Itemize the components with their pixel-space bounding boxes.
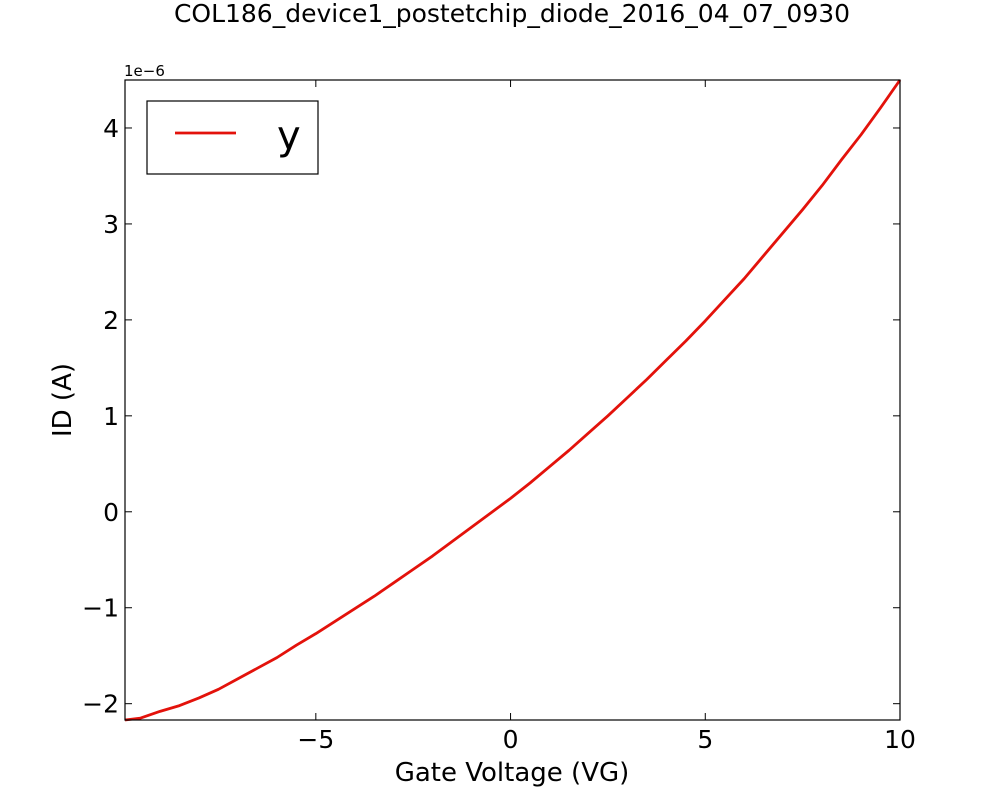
x-tick-label: −5 [297, 725, 334, 754]
y-offset-label: 1e−6 [124, 62, 165, 80]
y-tick-label: 2 [103, 306, 119, 335]
y-tick-label: 3 [103, 210, 119, 239]
legend-box [146, 100, 319, 175]
y-tick-label: 1 [103, 402, 119, 431]
y-tick-label: 0 [103, 498, 119, 527]
chart-title: COL186_device1_postetchip_diode_2016_04_… [174, 0, 850, 28]
y-tick-label: −1 [82, 594, 119, 623]
x-axis-label: Gate Voltage (VG) [395, 758, 630, 788]
y-axis-label: ID (A) [48, 363, 78, 437]
x-tick-label: 0 [503, 725, 519, 754]
y-tick-label: −2 [82, 690, 119, 719]
x-tick-label: 10 [884, 725, 916, 754]
series-line-y [124, 79, 902, 722]
y-tick-label: 4 [103, 114, 119, 143]
plot-frame [124, 79, 901, 721]
legend: y [146, 100, 319, 175]
axis-ticks [125, 80, 901, 720]
series-layer [124, 79, 902, 722]
x-tick-label: 5 [697, 725, 713, 754]
legend-label-y: y [277, 113, 301, 159]
tick-labels: −5 0 5 10 −2 −1 0 1 2 3 4 [82, 114, 916, 754]
